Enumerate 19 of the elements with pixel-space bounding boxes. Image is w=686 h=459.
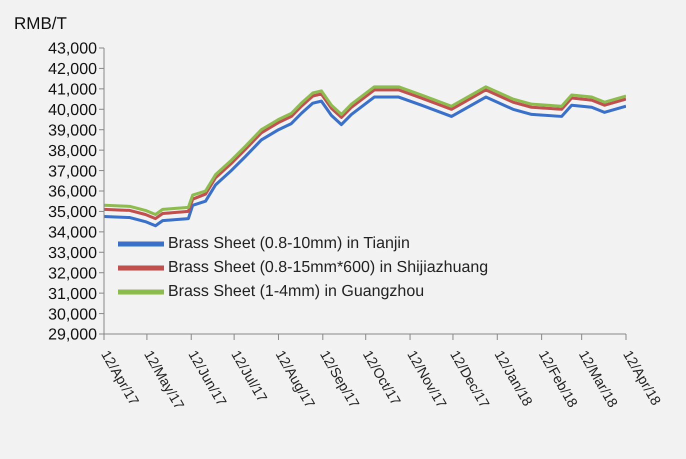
legend-label: Brass Sheet (0.8-15mm*600) in Shijiazhuang xyxy=(168,259,488,277)
y-tick-label: 29,000 xyxy=(48,326,98,344)
y-tick-label: 40,000 xyxy=(48,102,98,119)
y-tick-label: 43,000 xyxy=(48,40,98,58)
legend-label: Brass Sheet (1-4mm) in Guangzhou xyxy=(168,283,424,301)
y-tick-label: 34,000 xyxy=(48,224,98,242)
y-tick-label: 38,000 xyxy=(48,142,98,160)
y-tick-label: 42,000 xyxy=(48,61,98,78)
y-tick-label: 37,000 xyxy=(48,163,98,180)
y-tick-label: 30,000 xyxy=(48,306,98,324)
y-axis-title: RMB/T xyxy=(14,14,67,34)
y-tick-label: 35,000 xyxy=(48,204,98,222)
y-tick-label: 36,000 xyxy=(48,184,98,201)
y-tick-label: 39,000 xyxy=(48,122,98,140)
y-tick-label: 31,000 xyxy=(48,286,98,303)
y-tick-label: 32,000 xyxy=(48,265,98,282)
legend-label: Brass Sheet (0.8-10mm) in Tianjin xyxy=(168,235,410,253)
y-tick-label: 33,000 xyxy=(48,244,98,262)
y-tick-label: 41,000 xyxy=(48,82,98,99)
